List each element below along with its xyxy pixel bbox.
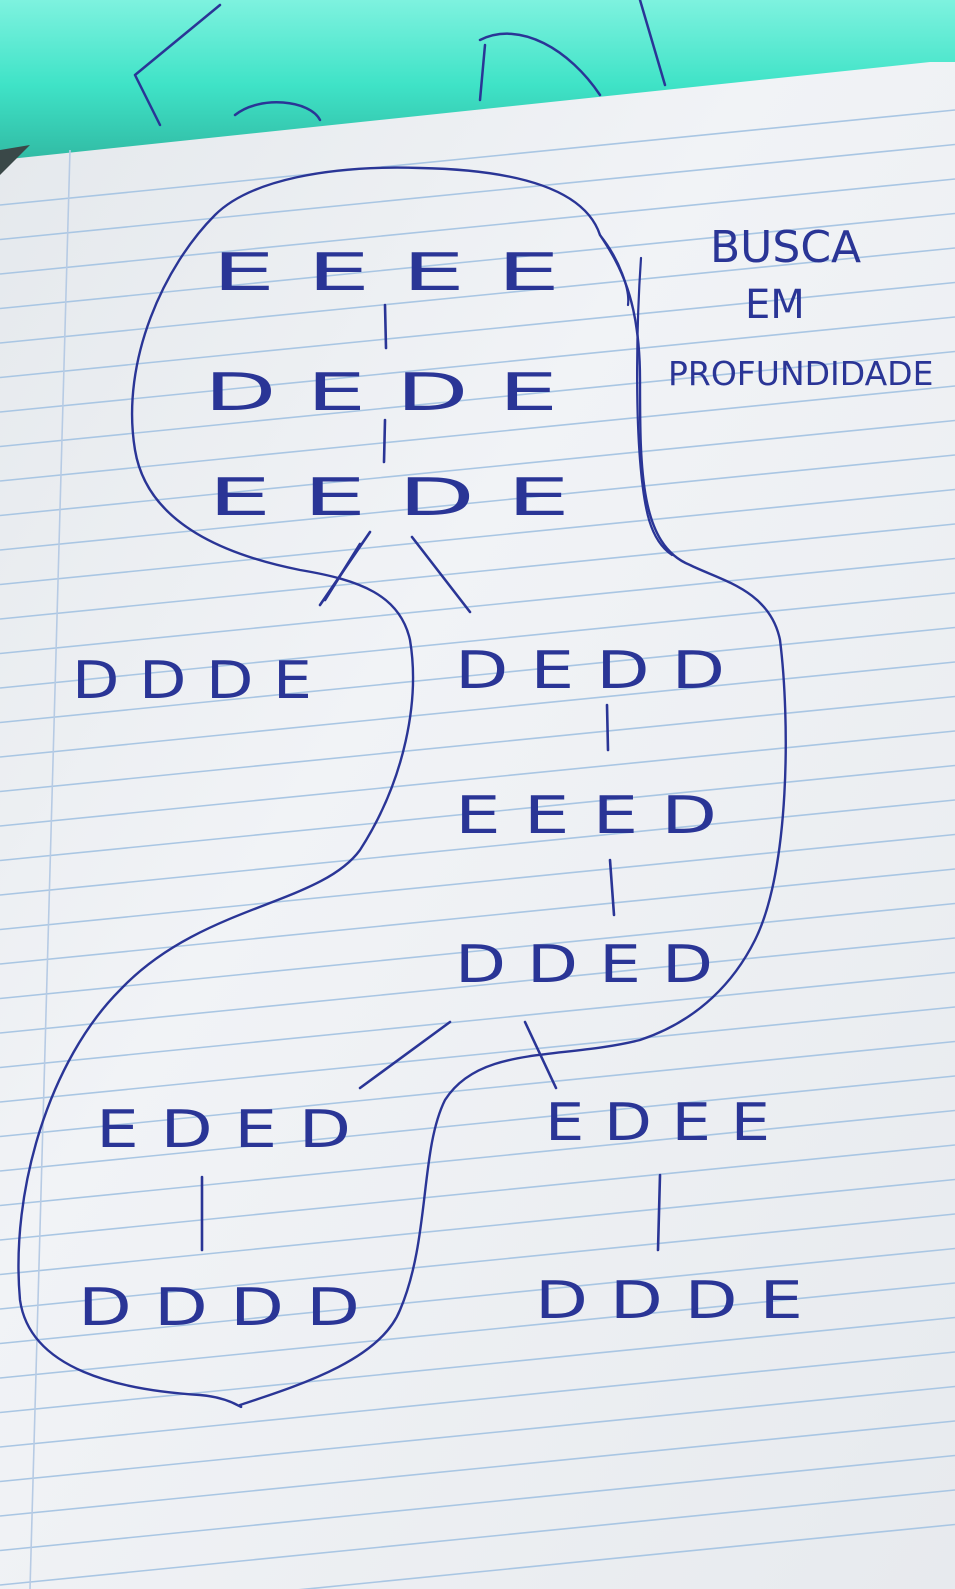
ruled-line — [0, 1178, 955, 1276]
ruled-line — [0, 385, 955, 482]
ruled-line — [0, 488, 955, 586]
notebook-edge — [0, 145, 30, 175]
edge-n7-n8 — [358, 1020, 452, 1090]
ruled-line — [0, 109, 955, 206]
ruled-line — [0, 902, 955, 1000]
ruled-line — [0, 695, 955, 793]
state-node-11: D D D E — [535, 1271, 803, 1331]
state-node-2: D E D E — [204, 363, 558, 423]
ruled-line — [0, 833, 955, 931]
ruled-line — [0, 178, 955, 275]
ruled-line — [0, 592, 955, 689]
ruled-line — [298, 1523, 955, 1589]
ruled-line — [0, 937, 955, 1034]
ruled-line — [0, 1316, 955, 1414]
edge-n5-n6 — [605, 703, 610, 752]
edge-n1-n2 — [383, 303, 388, 350]
ruled-line — [0, 212, 955, 310]
ruled-line — [0, 661, 955, 758]
ruled-line — [0, 419, 955, 517]
edge-n3-n4-double — [323, 542, 362, 602]
ruled-line — [0, 868, 955, 965]
ruled-lines — [0, 109, 955, 1589]
state-node-5: D E D D — [455, 641, 725, 701]
ruled-line — [0, 247, 955, 344]
ruled-line — [0, 1420, 955, 1517]
tree-nodes: E E E E D E D E E E D E D D D E D E D D … — [72, 243, 803, 1338]
state-node-1: E E E E — [212, 243, 560, 303]
ruled-line — [0, 626, 955, 724]
ruled-line — [0, 1144, 955, 1241]
state-node-6: E E E D — [455, 786, 717, 846]
title-line-3: PROFUNDIDADE — [668, 354, 933, 393]
ruled-line — [0, 1454, 955, 1552]
ruled-line — [0, 799, 955, 896]
title-line-1: BUSCA — [710, 222, 861, 273]
state-node-8: E D E D — [96, 1100, 351, 1160]
ruled-line — [0, 1385, 955, 1483]
ruled-line — [0, 764, 955, 862]
state-node-10: D D D D — [78, 1278, 360, 1338]
ruled-line — [0, 1075, 955, 1172]
title-divider-line — [636, 256, 674, 557]
background-sketch — [133, 0, 667, 127]
ruled-line — [0, 1351, 955, 1448]
margin-line — [29, 149, 71, 1589]
search-path-outline — [17, 166, 787, 1409]
ruled-line — [0, 1282, 955, 1379]
ruled-line — [0, 1040, 955, 1138]
ruled-line — [0, 523, 955, 620]
ruled-line — [0, 1489, 955, 1586]
ruled-line — [0, 281, 955, 379]
edge-n7-n9 — [523, 1020, 558, 1090]
ruled-line — [0, 971, 955, 1069]
state-node-4: D D D E — [72, 651, 312, 711]
state-node-7: D D E D — [455, 935, 713, 995]
search-path-outline-top-right — [598, 233, 630, 307]
tree-edges — [200, 303, 662, 1252]
ruled-line — [0, 454, 955, 551]
edge-n6-n7 — [608, 858, 616, 917]
edge-n2-n3 — [382, 418, 387, 464]
state-node-3: E E D E — [208, 468, 570, 528]
ruled-line — [0, 1006, 955, 1103]
ruled-line — [0, 1247, 955, 1345]
title-block: BUSCA EM PROFUNDIDADE — [668, 222, 933, 393]
ruled-line — [0, 730, 955, 827]
ruled-line — [0, 350, 955, 448]
ruled-line — [0, 316, 955, 413]
ruled-line — [0, 557, 955, 655]
ruled-line — [0, 1213, 955, 1310]
ruled-line — [0, 1109, 955, 1207]
ruled-line — [0, 143, 955, 241]
title-line-2: EM — [745, 282, 805, 328]
state-node-9: E D E E — [545, 1093, 770, 1153]
edge-n3-n5 — [410, 535, 472, 614]
edge-n9-n11 — [656, 1173, 662, 1252]
